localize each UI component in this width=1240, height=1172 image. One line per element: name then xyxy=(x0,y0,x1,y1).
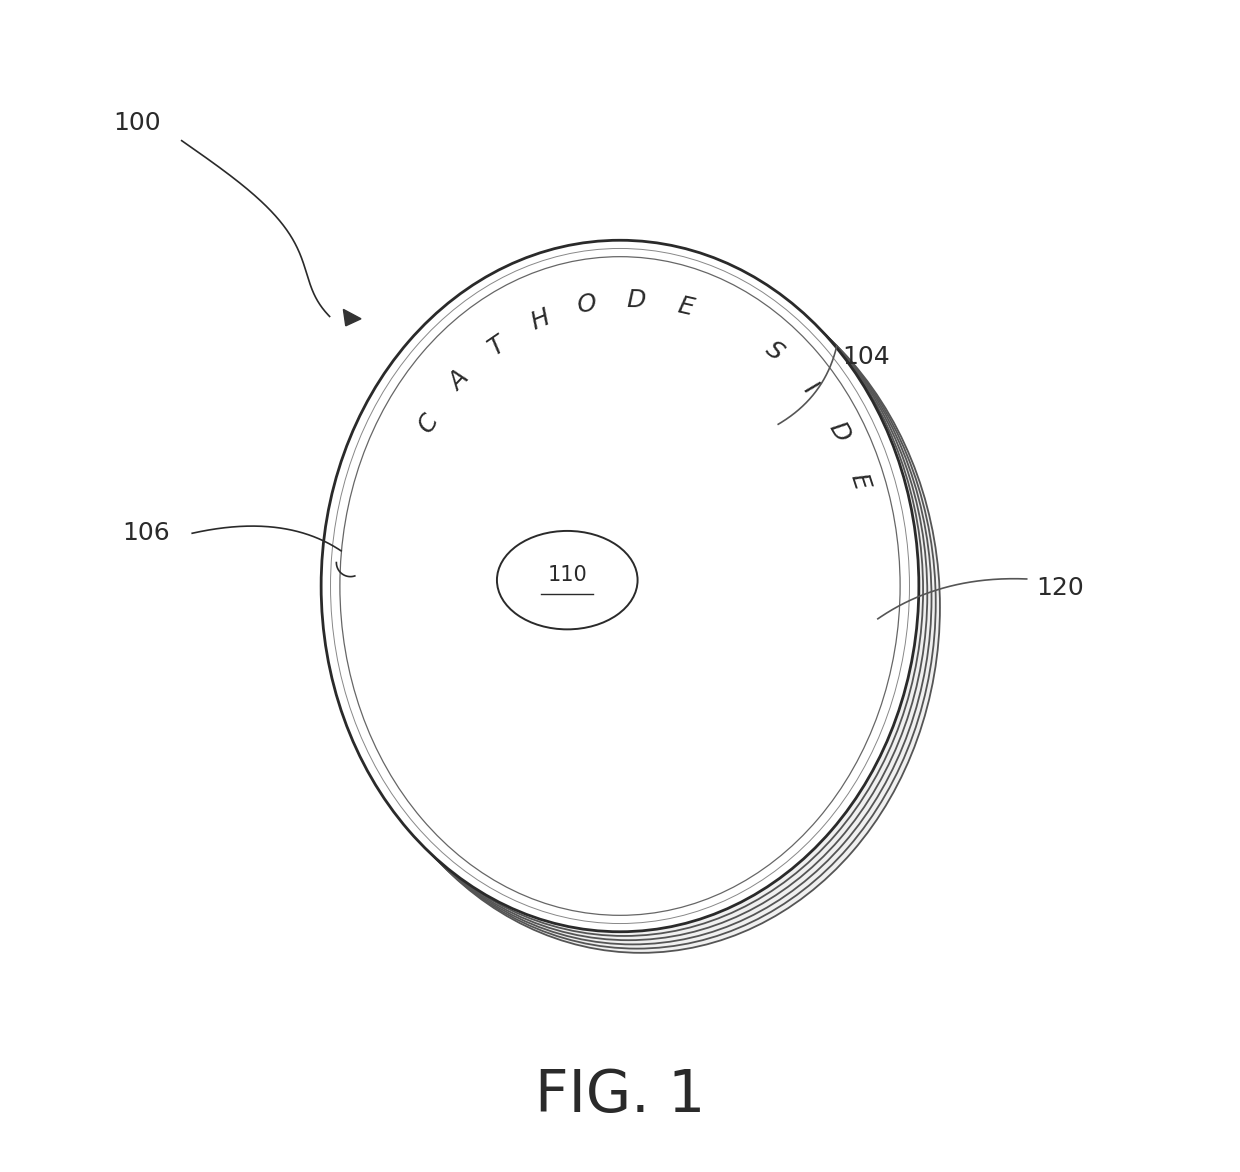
Text: 106: 106 xyxy=(122,522,170,545)
Text: 104: 104 xyxy=(843,346,890,369)
Ellipse shape xyxy=(321,240,919,932)
Ellipse shape xyxy=(342,261,940,953)
Polygon shape xyxy=(343,309,361,326)
Text: H: H xyxy=(527,305,553,334)
Text: 100: 100 xyxy=(114,111,161,135)
Text: D: D xyxy=(823,417,854,447)
Text: E: E xyxy=(675,293,696,320)
Text: FIG. 1: FIG. 1 xyxy=(534,1068,706,1124)
Text: A: A xyxy=(445,366,474,395)
Text: 110: 110 xyxy=(547,565,587,586)
Text: E: E xyxy=(846,470,873,492)
Text: 120: 120 xyxy=(1037,577,1084,600)
Text: S: S xyxy=(760,338,787,366)
Text: C: C xyxy=(414,409,444,437)
Text: D: D xyxy=(626,287,646,312)
Ellipse shape xyxy=(330,248,928,940)
Ellipse shape xyxy=(497,531,637,629)
Text: O: O xyxy=(575,291,599,318)
Ellipse shape xyxy=(339,257,936,948)
Text: I: I xyxy=(799,377,822,398)
Text: T: T xyxy=(484,332,510,360)
Ellipse shape xyxy=(334,253,931,945)
Ellipse shape xyxy=(325,245,923,936)
